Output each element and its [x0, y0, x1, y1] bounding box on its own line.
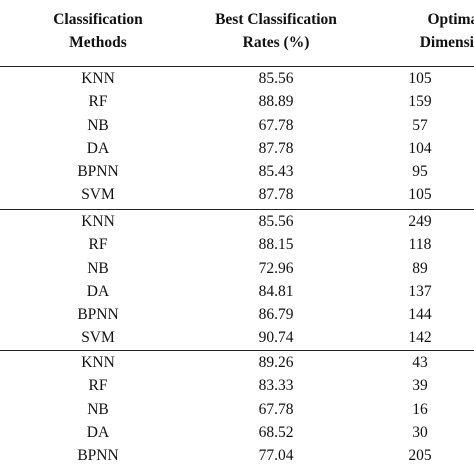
- method-cell: DA: [86, 139, 110, 157]
- table-row: RF 83.33 39: [0, 374, 474, 397]
- rate-cell: 72.96: [258, 259, 294, 277]
- dimension-cell: 142: [408, 329, 432, 347]
- header-text: Methods: [69, 34, 127, 51]
- table-group: KNN 85.56 249 RF 88.15 118 NB 72.96 89 DA 84.81 137…: [0, 210, 474, 350]
- method-cell: DA: [86, 423, 110, 441]
- table-row: KNN 89.26 43: [0, 351, 474, 374]
- dimension-cell: 30: [412, 423, 428, 441]
- table-row: DA 87.78 104: [0, 137, 474, 160]
- rate-cell: 85.56: [258, 213, 294, 230]
- rate-cell: 86.79: [258, 306, 294, 324]
- method-cell: BPNN: [77, 163, 119, 181]
- method-cell: NB: [87, 259, 109, 277]
- rate-cell: 85.43: [258, 163, 294, 181]
- rate-cell: 67.78: [258, 116, 294, 134]
- group-divider-rule: [0, 209, 474, 210]
- table-row: RF 88.15 118: [0, 233, 474, 256]
- rate-cell: 67.78: [258, 400, 294, 418]
- header-rule: [0, 66, 474, 67]
- dimension-cell: 95: [412, 163, 428, 181]
- method-cell: KNN: [81, 213, 115, 230]
- table-group: KNN 89.26 43 RF 83.33 39 NB 67.78 16 DA 68.52 30 BPN…: [0, 351, 474, 467]
- header-text: Classification: [53, 11, 143, 28]
- rate-cell: 85.56: [258, 70, 294, 87]
- table-row: SVM 87.78 105: [0, 183, 474, 206]
- table-header: Classification Methods Best Classificati…: [0, 0, 474, 66]
- method-cell: SVM: [81, 329, 115, 347]
- table-row: BPNN 85.43 95: [0, 160, 474, 183]
- header-text: Rates (%): [242, 34, 310, 51]
- rate-cell: 84.81: [258, 282, 294, 300]
- table-row: BPNN 86.79 144: [0, 303, 474, 326]
- rate-cell: 90.74: [258, 329, 294, 347]
- dimension-cell: 39: [412, 377, 428, 395]
- header-text: Best Classification: [215, 11, 337, 28]
- table-row: KNN 85.56 105: [0, 67, 474, 90]
- table-row: NB 67.78 57: [0, 114, 474, 137]
- dimension-cell: 205: [408, 447, 432, 465]
- dimension-cell: 118: [408, 236, 432, 254]
- dimension-cell: 16: [412, 400, 428, 418]
- rate-cell: 87.78: [258, 139, 294, 157]
- method-cell: DA: [86, 282, 110, 300]
- rate-cell: 87.78: [258, 186, 294, 204]
- header-text: Optimal: [427, 11, 474, 28]
- dimension-cell: 105: [408, 70, 432, 87]
- method-cell: NB: [87, 400, 109, 418]
- header-text: Dimension: [419, 34, 474, 51]
- rate-cell: 88.15: [258, 236, 294, 254]
- dimension-cell: 144: [408, 306, 432, 324]
- dimension-cell: 104: [408, 139, 432, 157]
- method-cell: RF: [88, 236, 108, 254]
- method-cell: SVM: [81, 186, 115, 204]
- dimension-cell: 105: [408, 186, 432, 204]
- table-row: DA 84.81 137: [0, 280, 474, 303]
- table-row: RF 88.89 159: [0, 90, 474, 113]
- dimension-cell: 159: [408, 93, 432, 111]
- header-classification-methods: Classification Methods: [0, 8, 196, 54]
- table-row: KNN 85.56 249: [0, 210, 474, 233]
- table-row: SVM 90.74 142: [0, 326, 474, 349]
- header-optimal-dimension: Optimal Dimension: [380, 8, 474, 54]
- rate-cell: 77.04: [258, 447, 294, 465]
- table-group: KNN 85.56 105 RF 88.89 159 NB 67.78 57 DA 87.78 104…: [0, 67, 474, 207]
- method-cell: RF: [88, 377, 108, 395]
- group-divider-rule: [0, 350, 474, 351]
- method-cell: KNN: [81, 70, 115, 87]
- dimension-cell: 89: [412, 259, 428, 277]
- rate-cell: 88.89: [258, 93, 294, 111]
- method-cell: KNN: [81, 354, 115, 371]
- method-cell: NB: [87, 116, 109, 134]
- rate-cell: 68.52: [258, 423, 294, 441]
- table-row: NB 72.96 89: [0, 257, 474, 280]
- dimension-cell: 249: [408, 213, 432, 230]
- header-best-classification-rates: Best Classification Rates (%): [176, 8, 376, 54]
- table-row: DA 68.52 30: [0, 421, 474, 444]
- table-row: NB 67.78 16: [0, 398, 474, 421]
- method-cell: BPNN: [77, 306, 119, 324]
- table-row: BPNN 77.04 205: [0, 444, 474, 467]
- method-cell: BPNN: [77, 447, 119, 465]
- rate-cell: 89.26: [258, 354, 294, 371]
- dimension-cell: 57: [412, 116, 428, 134]
- dimension-cell: 137: [408, 282, 432, 300]
- dimension-cell: 43: [412, 354, 428, 371]
- method-cell: RF: [88, 93, 108, 111]
- rate-cell: 83.33: [258, 377, 294, 395]
